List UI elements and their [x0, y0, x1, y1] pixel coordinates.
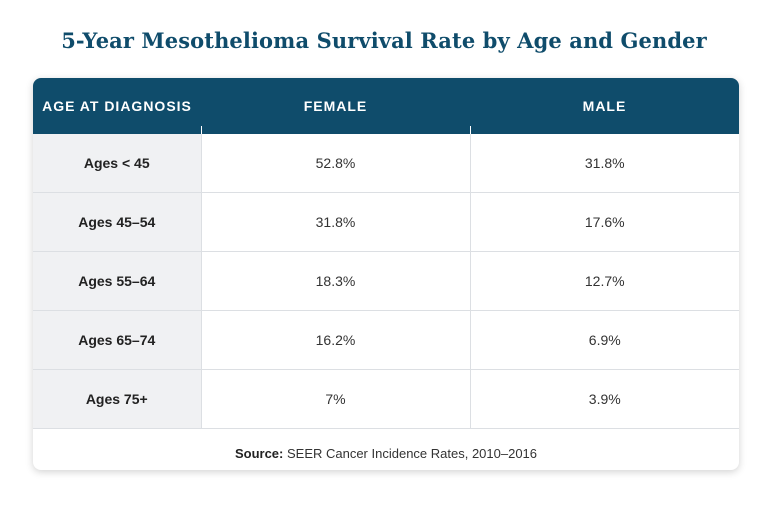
- page-title: 5-Year Mesothelioma Survival Rate by Age…: [61, 28, 707, 53]
- male-rate-cell: 12.7%: [469, 251, 739, 311]
- female-rate-cell: 7%: [200, 369, 470, 429]
- table-row: Ages 45–54 31.8% 17.6%: [33, 192, 739, 252]
- male-rate-cell: 31.8%: [469, 134, 739, 193]
- source-note: Source: SEER Cancer Incidence Rates, 201…: [33, 429, 739, 470]
- source-label: Source:: [234, 446, 284, 461]
- female-rate-cell: 16.2%: [200, 310, 470, 370]
- survival-rate-table-card: AGE AT DIAGNOSIS FEMALE MALE Ages < 45 5…: [33, 78, 739, 470]
- column-header-female: FEMALE: [201, 78, 470, 134]
- female-rate-cell: 18.3%: [200, 251, 470, 311]
- table-row: Ages 55–64 18.3% 12.7%: [33, 251, 739, 311]
- male-rate-cell: 17.6%: [469, 192, 739, 252]
- column-header-male: MALE: [470, 78, 739, 134]
- table-row: Ages 75+ 7% 3.9%: [33, 369, 739, 429]
- age-cell: Ages < 45: [33, 134, 201, 193]
- male-rate-cell: 6.9%: [469, 310, 739, 370]
- age-cell: Ages 75+: [33, 369, 201, 429]
- female-rate-cell: 31.8%: [200, 192, 470, 252]
- source-text: SEER Cancer Incidence Rates, 2010–2016: [283, 446, 538, 461]
- survival-rate-table: AGE AT DIAGNOSIS FEMALE MALE Ages < 45 5…: [33, 78, 739, 429]
- table-header-row: AGE AT DIAGNOSIS FEMALE MALE: [33, 78, 739, 134]
- male-rate-cell: 3.9%: [469, 369, 739, 429]
- age-cell: Ages 55–64: [33, 251, 201, 311]
- age-cell: Ages 65–74: [33, 310, 201, 370]
- age-cell: Ages 45–54: [33, 192, 201, 252]
- table-row: Ages < 45 52.8% 31.8%: [33, 134, 739, 193]
- column-header-age: AGE AT DIAGNOSIS: [33, 78, 201, 134]
- female-rate-cell: 52.8%: [200, 134, 470, 193]
- table-row: Ages 65–74 16.2% 6.9%: [33, 310, 739, 370]
